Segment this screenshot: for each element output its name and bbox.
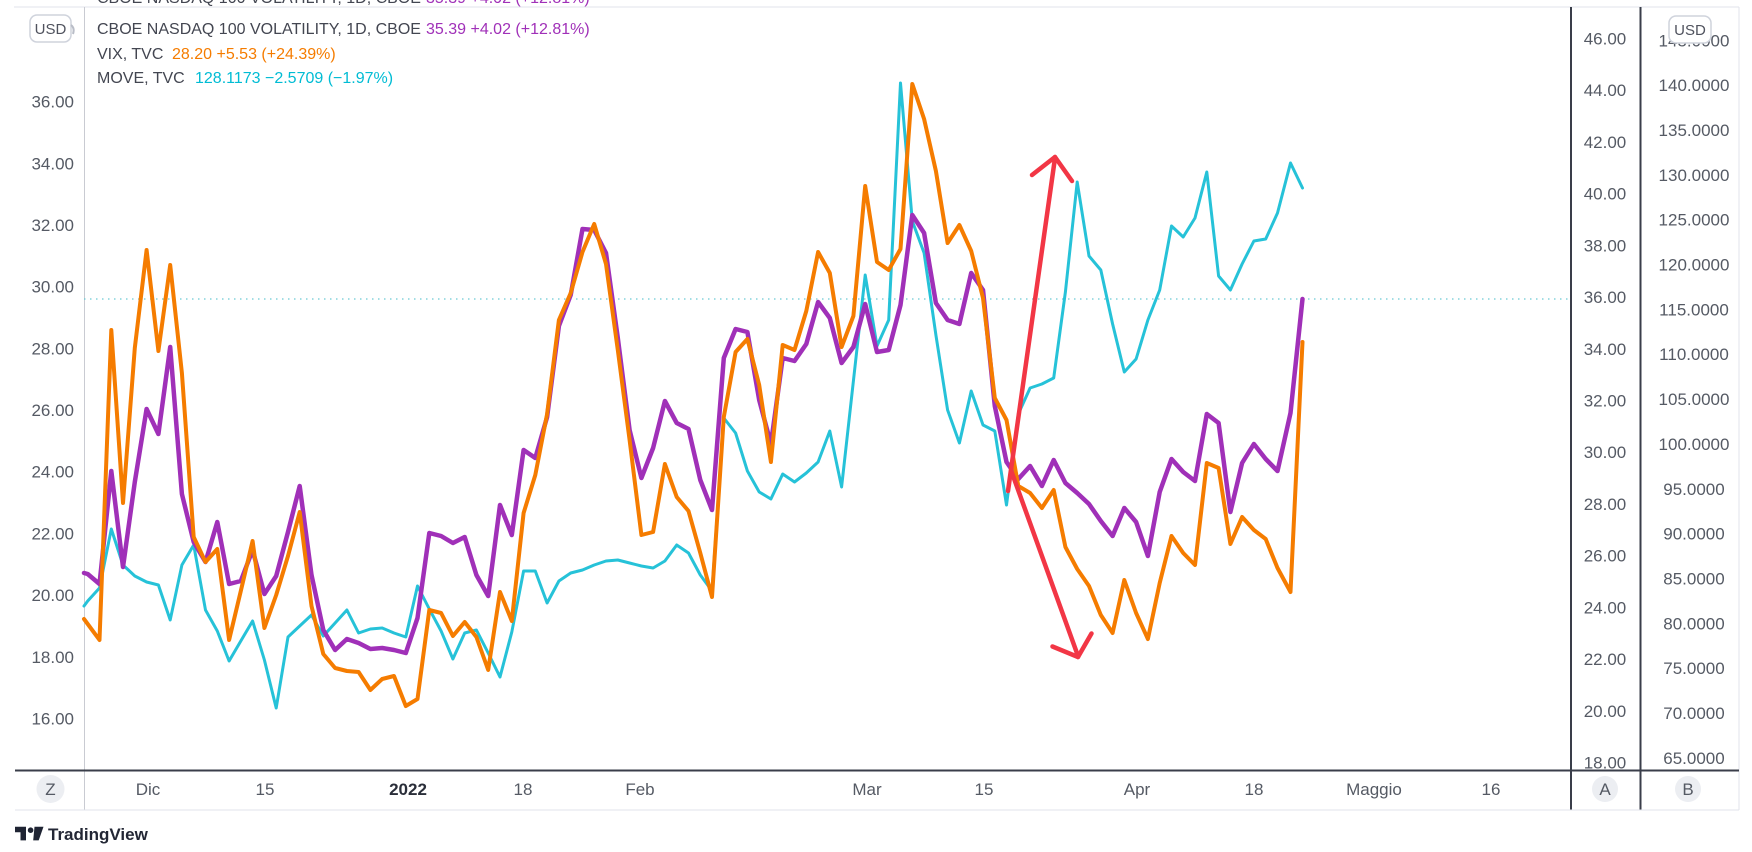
svg-text:120.0000: 120.0000 xyxy=(1659,256,1730,275)
svg-text:110.0000: 110.0000 xyxy=(1659,345,1729,364)
svg-text:42.00: 42.00 xyxy=(1584,133,1627,152)
svg-text:22.00: 22.00 xyxy=(31,524,74,543)
svg-text:A: A xyxy=(1599,780,1611,799)
svg-text:CBOE NASDAQ 100 VOLATILITY, 1D: CBOE NASDAQ 100 VOLATILITY, 1D, CBOE xyxy=(97,21,421,38)
svg-text:38.00: 38.00 xyxy=(1584,236,1627,255)
svg-text:28.00: 28.00 xyxy=(1584,495,1627,514)
svg-text:Mar: Mar xyxy=(852,780,882,799)
svg-text:44.00: 44.00 xyxy=(1584,81,1627,100)
svg-text:MOVE, TVC: MOVE, TVC xyxy=(97,70,185,87)
svg-text:125.0000: 125.0000 xyxy=(1659,211,1730,230)
svg-text:36.00: 36.00 xyxy=(1584,288,1627,307)
svg-text:80.0000: 80.0000 xyxy=(1663,614,1724,633)
svg-text:75.0000: 75.0000 xyxy=(1663,659,1724,678)
svg-text:35.39 +4.02 (+12.81%): 35.39 +4.02 (+12.81%) xyxy=(426,21,590,38)
svg-text:140.0000: 140.0000 xyxy=(1659,76,1730,95)
svg-text:90.0000: 90.0000 xyxy=(1663,525,1724,544)
svg-text:Z: Z xyxy=(45,780,55,799)
svg-text:USD: USD xyxy=(35,21,67,38)
svg-text:95.0000: 95.0000 xyxy=(1663,480,1724,499)
svg-text:Feb: Feb xyxy=(625,780,654,799)
svg-text:20.00: 20.00 xyxy=(1584,702,1627,721)
svg-text:28.00: 28.00 xyxy=(31,339,74,358)
svg-text:30.00: 30.00 xyxy=(31,278,74,297)
svg-text:15: 15 xyxy=(256,780,275,799)
svg-text:Dic: Dic xyxy=(136,780,161,799)
svg-text:135.0000: 135.0000 xyxy=(1659,121,1730,140)
svg-text:130.0000: 130.0000 xyxy=(1659,166,1730,185)
svg-text:28.20 +5.53 (+24.39%): 28.20 +5.53 (+24.39%) xyxy=(172,46,336,63)
svg-text:16: 16 xyxy=(1482,780,1501,799)
svg-text:18.00: 18.00 xyxy=(1584,754,1627,773)
svg-text:18.00: 18.00 xyxy=(31,648,74,667)
svg-text:85.0000: 85.0000 xyxy=(1663,570,1724,589)
svg-text:36.00: 36.00 xyxy=(31,93,74,112)
svg-text:40.00: 40.00 xyxy=(1584,185,1627,204)
svg-text:46.00: 46.00 xyxy=(1584,29,1627,48)
svg-text:30.00: 30.00 xyxy=(1584,443,1627,462)
svg-text:2022: 2022 xyxy=(389,780,427,799)
svg-text:15: 15 xyxy=(975,780,994,799)
svg-text:105.0000: 105.0000 xyxy=(1659,390,1730,409)
svg-text:34.00: 34.00 xyxy=(31,154,74,173)
svg-text:100.0000: 100.0000 xyxy=(1659,435,1730,454)
svg-text:22.00: 22.00 xyxy=(1584,650,1627,669)
svg-text:32.00: 32.00 xyxy=(31,216,74,235)
svg-text:26.00: 26.00 xyxy=(31,401,74,420)
svg-text:128.1173 −2.5709 (−1.97%): 128.1173 −2.5709 (−1.97%) xyxy=(195,70,393,87)
svg-text:VIX, TVC: VIX, TVC xyxy=(97,46,163,63)
svg-text:CBOE NASDAQ 100 VOLATILITY, 1D: CBOE NASDAQ 100 VOLATILITY, 1D, CBOE xyxy=(97,0,421,7)
svg-text:Maggio: Maggio xyxy=(1346,780,1402,799)
svg-text:70.0000: 70.0000 xyxy=(1663,704,1724,723)
svg-text:16.00: 16.00 xyxy=(31,710,74,729)
svg-text:32.00: 32.00 xyxy=(1584,392,1627,411)
svg-text:65.0000: 65.0000 xyxy=(1663,749,1724,768)
svg-text:B: B xyxy=(1682,780,1693,799)
svg-text:24.00: 24.00 xyxy=(31,463,74,482)
svg-text:USD: USD xyxy=(1674,22,1706,39)
svg-text:26.00: 26.00 xyxy=(1584,547,1627,566)
svg-text:115.0000: 115.0000 xyxy=(1659,300,1729,319)
svg-text:Apr: Apr xyxy=(1124,780,1151,799)
svg-text:18: 18 xyxy=(514,780,533,799)
svg-text:24.00: 24.00 xyxy=(1584,598,1627,617)
svg-text:TradingView: TradingView xyxy=(48,825,149,844)
svg-text:35.39 +4.02 (+12.81%): 35.39 +4.02 (+12.81%) xyxy=(426,0,590,7)
svg-text:34.00: 34.00 xyxy=(1584,340,1627,359)
svg-text:20.00: 20.00 xyxy=(31,586,74,605)
svg-text:18: 18 xyxy=(1245,780,1264,799)
